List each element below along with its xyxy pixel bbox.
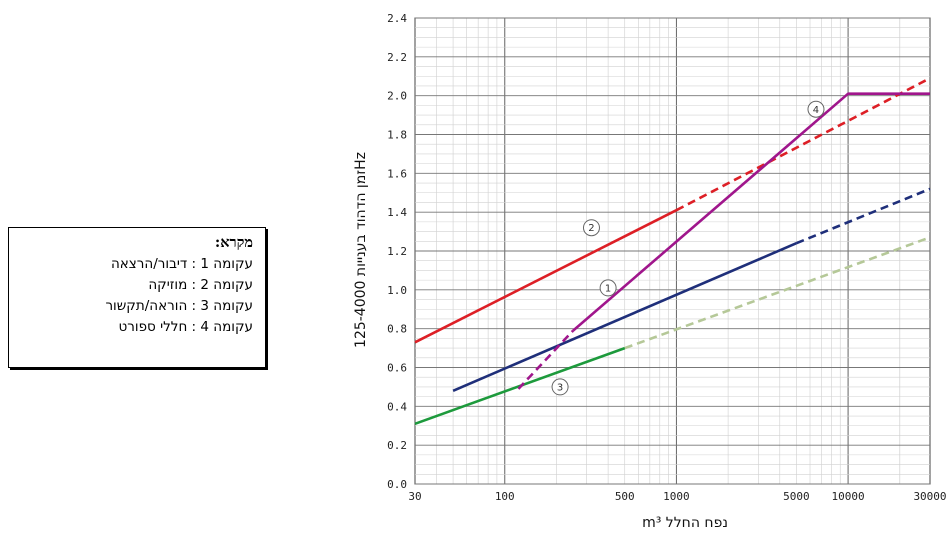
curve-3-marker-label: 3 [557, 382, 563, 393]
series-4-solid-line [572, 92, 930, 332]
x-tick-label: 30 [408, 490, 421, 503]
series-layer: 1 2 3 4 [414, 77, 931, 426]
x-axis-title: m³ נפח החלל [642, 515, 728, 531]
y-axis-title: זמן הדהוד בענייות 125-4000Hz [353, 152, 369, 348]
y-tick-label: 1.8 [387, 129, 407, 142]
legend-item-curve-2: עקומה 2 : מוזיקה [148, 277, 253, 293]
curve-3-marker-circle [551, 378, 569, 396]
y-tick-label: 0.2 [387, 439, 407, 452]
series-3-dashed-line [624, 236, 931, 350]
curve-1-marker-label: 1 [605, 283, 611, 294]
y-tick-label: 0.8 [387, 323, 407, 336]
series-2-solid-line [414, 209, 677, 344]
x-tick-label: 500 [615, 490, 635, 503]
curve-2-marker-label: 2 [588, 223, 594, 234]
series-1-solid-line [452, 242, 797, 392]
curve-2-marker-circle [582, 219, 600, 237]
legend-box: מקרא: עקומה 1 : דיבור/הרצאה עקומה 2 : מו… [8, 227, 266, 368]
grid [414, 17, 931, 485]
x-tick-label: 10000 [832, 490, 865, 503]
x-tick-label: 100 [495, 490, 515, 503]
legend-item-curve-3: עקומה 3 : הוראה/תקשור [105, 298, 253, 314]
x-tick-label: 5000 [783, 490, 810, 503]
curve-4-marker-circle [807, 100, 825, 118]
tick-labels: 30 100 500 1000 5000 10000 30000 0.0 0.2 0.4 0.6 0.… [387, 12, 946, 503]
y-tick-label: 1.4 [387, 206, 407, 219]
y-tick-label: 0.6 [387, 362, 407, 375]
y-tick-label: 2.2 [387, 51, 407, 64]
y-tick-label: 2.4 [387, 12, 407, 25]
y-tick-label: 2.0 [387, 90, 407, 103]
y-tick-label: 1.2 [387, 245, 407, 258]
y-tick-label: 1.0 [387, 284, 407, 297]
legend-item-curve-1: עקומה 1 : דיבור/הרצאה [110, 256, 253, 272]
curve-1-marker-circle [599, 279, 617, 297]
x-tick-label: 30000 [913, 490, 946, 503]
y-tick-label: 0.4 [387, 400, 407, 413]
y-tick-label: 1.6 [387, 167, 407, 180]
legend-item-curve-4: עקומה 4 : חללי ספורט [118, 319, 253, 335]
x-tick-label: 1000 [663, 490, 690, 503]
series-1-dashed-line [795, 187, 931, 245]
series-4-dashed-line [517, 329, 575, 390]
legend-title: מקרא: [214, 234, 253, 251]
y-tick-label: 0.0 [387, 478, 407, 491]
series-2-dashed-line [675, 77, 931, 212]
curve-4-marker-label: 4 [813, 105, 819, 116]
